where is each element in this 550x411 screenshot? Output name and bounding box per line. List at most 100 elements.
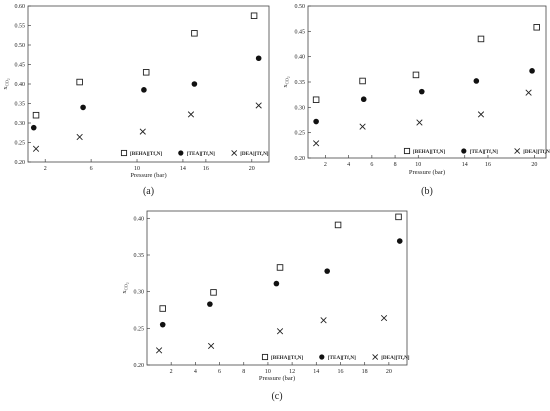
y-tick-label: 0.20 [15, 160, 26, 166]
x-tick-label: 6 [218, 369, 221, 375]
x-tick-label: 20 [386, 369, 392, 375]
y-tick-label: 0.35 [295, 80, 306, 86]
y-tick-label: 0.30 [295, 105, 306, 111]
data-point [187, 111, 195, 118]
panel-label: (b) [421, 186, 433, 197]
data-point [80, 104, 86, 111]
plot-frame [146, 210, 408, 366]
y-tick-label: 0.30 [15, 121, 26, 127]
y-tick-label: 0.25 [295, 131, 306, 137]
x-tick-label: 12 [289, 369, 295, 375]
data-point [142, 69, 150, 76]
chart-b: 0.20 0.25 0.30 0.35 0.40 0.45 0.50 2 4 6 8 10 14 16 20… [282, 4, 550, 197]
data-point [380, 314, 388, 322]
data-point [139, 128, 146, 135]
x-tick-label: 16 [203, 166, 209, 172]
x-tick-label: 20 [249, 166, 255, 172]
data-point [412, 71, 420, 79]
series-circle [159, 238, 403, 328]
x-tick-label: 10 [134, 166, 140, 172]
data-point [273, 280, 280, 287]
data-point [191, 81, 198, 87]
y-axis-label: xCO2 [2, 78, 11, 90]
data-point [210, 289, 217, 296]
data-point [276, 328, 284, 335]
data-point [529, 68, 535, 74]
y-tick-label: 0.45 [15, 63, 26, 69]
series-circle [313, 68, 535, 125]
data-point [32, 145, 40, 152]
plot-frame [307, 5, 547, 159]
legend-label: [BEHA][Tf₂N] [271, 355, 303, 361]
x-tick-label: 16 [485, 162, 491, 168]
x-tick-label: 8 [242, 369, 245, 375]
legend-label: [TEA][Tf₂N] [470, 149, 498, 155]
data-point [359, 123, 366, 130]
y-tick-label: 0.50 [295, 4, 306, 10]
data-point [191, 30, 198, 37]
y-tick-label: 0.35 [134, 253, 145, 259]
panel-b: 0.20 0.25 0.30 0.35 0.40 0.45 0.50 2 4 6 8 10 14 16 20… [275, 0, 550, 203]
y-tick-label: 0.40 [134, 216, 145, 222]
series-square [312, 24, 540, 103]
x-tick-label: 2 [170, 369, 173, 375]
x-tick-label: 4 [194, 369, 197, 375]
legend-marker [120, 149, 128, 157]
legend-label: [DEA][Tf₂N] [523, 149, 550, 155]
panel-a: 0.20 0.25 0.30 0.35 0.40 0.45 0.50 0.55 0.60 2 6 10… [0, 0, 275, 203]
y-tick-label: 0.60 [15, 4, 26, 10]
x-tick-label: 14 [462, 162, 468, 168]
data-point [30, 124, 37, 131]
legend-marker [514, 148, 521, 154]
legend-marker [231, 150, 238, 156]
legend: [BEHA][Tf₂N] [TEA][Tf₂N] [DEA][Tf₂N] [403, 147, 550, 155]
x-tick-label: 16 [337, 369, 343, 375]
y-tick-label: 0.50 [15, 43, 26, 49]
data-point [141, 87, 147, 93]
chart-c: 0.20 0.25 0.30 0.35 0.40 2 4 6 8 10 12 14 16 18 20 Pres… [121, 210, 410, 402]
data-point [418, 88, 425, 95]
legend-marker [261, 353, 269, 361]
y-tick-label: 0.45 [295, 29, 306, 35]
data-point [250, 12, 258, 19]
data-point [533, 24, 540, 31]
x-tick-label: 6 [370, 162, 373, 168]
data-point [255, 55, 262, 62]
legend-label: [DEA][Tf₂N] [381, 355, 410, 361]
panel-label: (c) [271, 391, 282, 402]
x-tick-label: 6 [90, 166, 93, 172]
x-tick-label: 8 [394, 162, 397, 168]
y-tick-label: 0.40 [15, 82, 26, 88]
data-point [473, 78, 480, 84]
x-axis-label: Pressure (bar) [259, 375, 295, 382]
panel-label: (a) [143, 186, 154, 197]
y-tick-label: 0.25 [15, 141, 26, 147]
plot-frame [27, 5, 270, 163]
panel-c: 0.20 0.25 0.30 0.35 0.40 2 4 6 8 10 12 14 16 18 20 Pres… [100, 203, 420, 406]
legend: [BEHA][Tf₂N] [TEA][Tf₂N] [DEA][Tf₂N] [261, 353, 410, 361]
data-point [320, 317, 327, 324]
data-point [525, 89, 532, 96]
legend-marker [178, 150, 184, 156]
series-cross [313, 89, 532, 147]
data-point [155, 347, 163, 354]
legend-label: [DEA][Tf₂N] [240, 151, 269, 157]
data-point [159, 321, 166, 328]
y-tick-label: 0.35 [15, 102, 26, 108]
y-tick-label: 0.30 [134, 290, 145, 296]
data-point [255, 102, 262, 109]
data-point [312, 96, 320, 103]
data-point [395, 213, 402, 221]
chart-a: 0.20 0.25 0.30 0.35 0.40 0.45 0.50 0.55 0.60 2 6 10… [2, 4, 270, 197]
series-square [159, 213, 402, 312]
y-tick-label: 0.20 [134, 363, 145, 369]
x-tick-label: 4 [347, 162, 350, 168]
series-square [32, 12, 258, 119]
series-cross [32, 102, 262, 152]
y-axis-label: xCO2 [121, 282, 130, 294]
data-point [359, 77, 366, 85]
legend-marker [372, 354, 379, 360]
legend-marker [403, 147, 411, 155]
data-point [76, 133, 83, 141]
x-tick-label: 20 [531, 162, 537, 168]
